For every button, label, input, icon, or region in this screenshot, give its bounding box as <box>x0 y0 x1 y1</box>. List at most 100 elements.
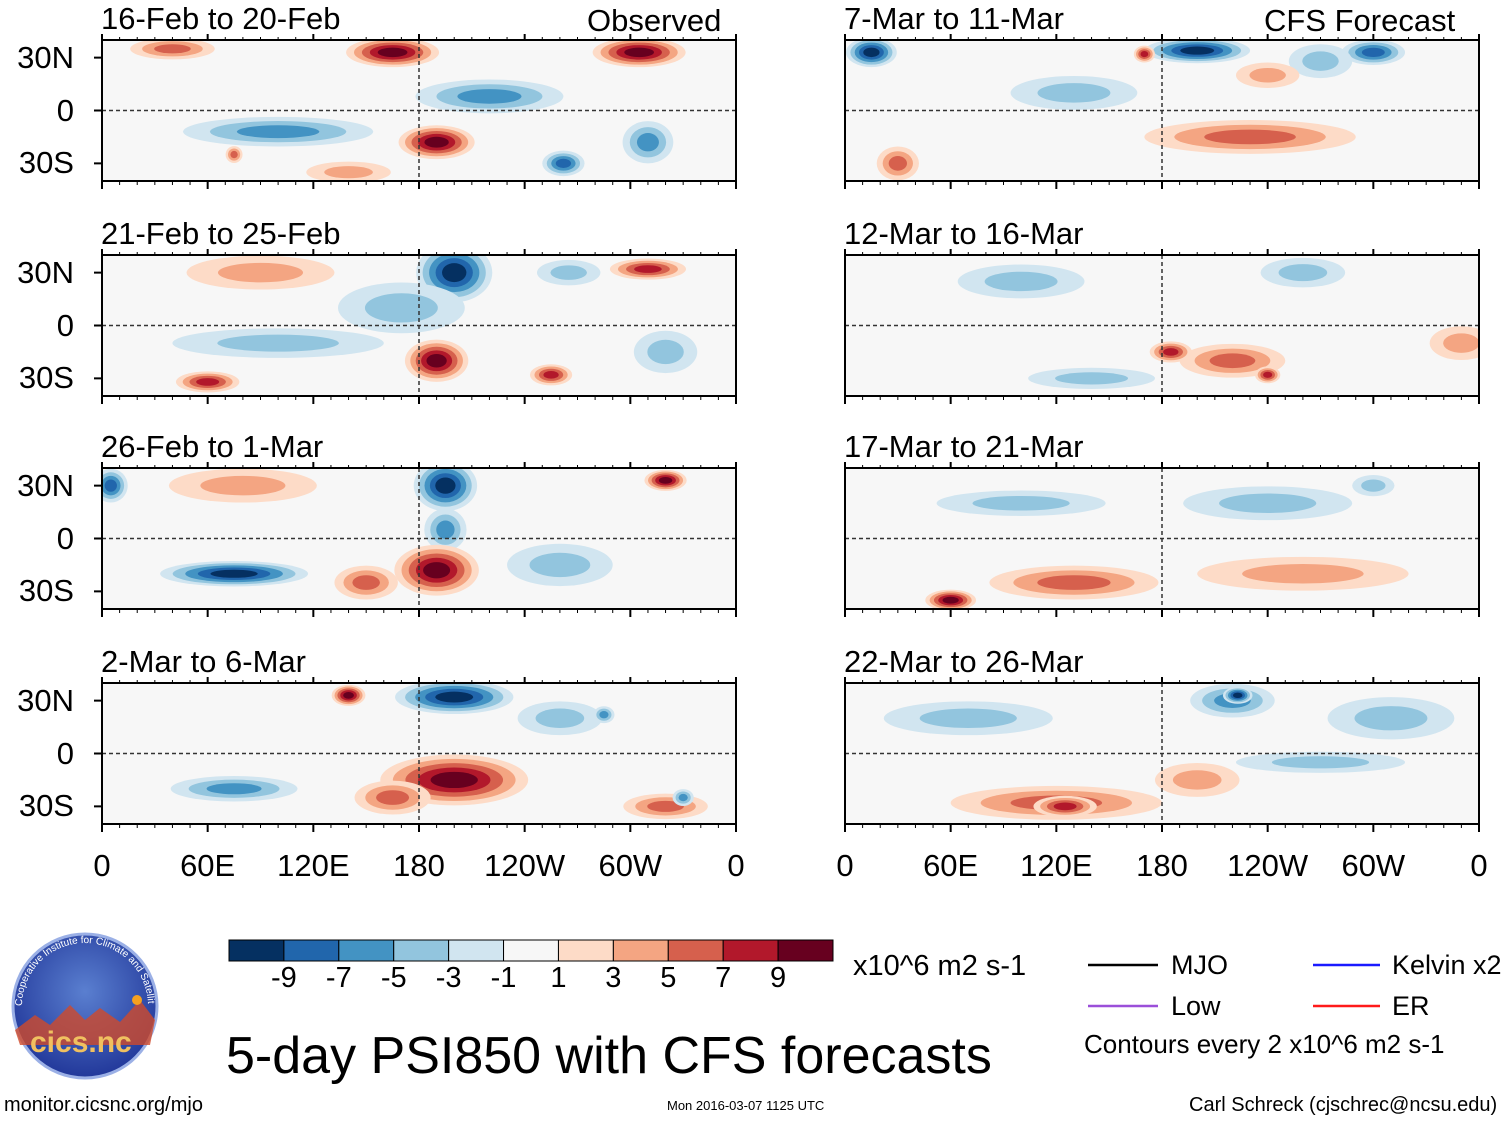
lon-label: 60W <box>1341 848 1406 883</box>
lon-label: 60E <box>923 848 979 883</box>
anomaly-contour <box>888 156 907 171</box>
colorbar-label: -3 <box>435 962 462 994</box>
anomaly-contour <box>423 562 451 579</box>
panel-title: 16-Feb to 20-Feb <box>101 1 341 36</box>
lat-label: 30S <box>18 360 74 396</box>
legend-contours: Contours every 2 x10^6 m2 s-1 <box>1084 1029 1445 1059</box>
map-panel <box>94 249 737 404</box>
lat-label: 30S <box>18 788 74 824</box>
lat-label: 30N <box>17 682 74 718</box>
anomaly-contour <box>1361 479 1386 492</box>
anomaly-contour <box>1037 83 1111 103</box>
anomaly-contour <box>658 476 673 484</box>
panel-title: 2-Mar to 6-Mar <box>101 644 306 679</box>
anomaly-contour <box>1053 802 1077 811</box>
logo-text: cics.nc <box>30 1026 132 1059</box>
anomaly-contour <box>550 265 587 280</box>
lat-label: 0 <box>56 735 74 771</box>
colorbar-label: 3 <box>605 962 622 994</box>
anomaly-contour <box>377 47 408 58</box>
lon-label: 180 <box>393 848 445 883</box>
lat-label: 30S <box>18 573 74 609</box>
anomaly-contour <box>430 771 478 789</box>
footer-url[interactable]: monitor.cicsnc.org/mjo <box>4 1094 203 1116</box>
map-panel <box>844 34 1480 189</box>
lat-label: 0 <box>56 520 74 556</box>
anomaly-contour <box>624 47 655 58</box>
anomaly-contour <box>324 166 373 179</box>
anomaly-contour <box>1204 129 1296 145</box>
anomaly-contour <box>217 334 339 352</box>
anomaly-contour <box>1271 756 1370 769</box>
anomaly-contour <box>200 475 286 496</box>
anomaly-contour <box>647 339 684 365</box>
anomaly-contour <box>972 495 1070 511</box>
svg-text:Cooperative Institute for Clim: Cooperative Institute for Climate and Sa… <box>0 0 156 1006</box>
anomaly-contour <box>206 783 262 795</box>
map-panel <box>94 462 737 617</box>
anomaly-contour <box>436 520 455 539</box>
map-panel <box>94 677 737 832</box>
legend-kelvin: Kelvin x2 <box>1392 950 1502 980</box>
anomaly-contour <box>543 371 559 379</box>
colorbar-label: 1 <box>550 962 567 994</box>
anomaly-contour <box>196 378 220 386</box>
anomaly-contour <box>919 708 1017 728</box>
anomaly-contour <box>636 133 659 152</box>
anomaly-contour <box>104 479 117 492</box>
anomaly-contour <box>442 263 467 283</box>
lon-label: 120E <box>1020 848 1093 883</box>
panel-title: 7-Mar to 11-Mar <box>844 1 1064 36</box>
anomaly-contour <box>230 150 238 159</box>
anomaly-contour <box>435 477 456 494</box>
anomaly-contour <box>1443 333 1479 353</box>
anomaly-contour <box>435 691 474 703</box>
map-panel <box>844 249 1480 404</box>
legend-er: ER <box>1392 991 1430 1021</box>
anomaly-contour <box>678 793 688 802</box>
anomaly-contour <box>1242 564 1364 584</box>
panel-title: 12-Mar to 16-Mar <box>844 216 1084 251</box>
lon-label: 120E <box>277 848 350 883</box>
anomaly-contour <box>1140 51 1149 58</box>
anomaly-contour <box>1037 575 1111 590</box>
anomaly-contour <box>352 575 380 590</box>
anomaly-contour <box>1263 371 1273 378</box>
map-panel <box>844 677 1480 832</box>
colorbar-units: x10^6 m2 s-1 <box>853 950 1027 982</box>
forecast-label: CFS Forecast <box>1264 3 1456 38</box>
anomaly-contour <box>984 271 1058 292</box>
colorbar-label: -1 <box>490 962 517 994</box>
lon-label: 180 <box>1136 848 1188 883</box>
anomaly-contour <box>863 47 880 58</box>
colorbar-label: -7 <box>325 962 352 994</box>
main-title: 5-day PSI850 with CFS forecasts <box>226 1027 992 1085</box>
anomaly-contour <box>599 711 609 719</box>
anomaly-contour <box>1219 493 1317 513</box>
anomaly-contour <box>942 596 959 604</box>
anomaly-contour <box>1354 706 1428 731</box>
lon-label: 120W <box>1227 848 1309 883</box>
anomaly-contour <box>535 708 585 728</box>
lon-label: 0 <box>727 848 745 883</box>
anomaly-contour <box>647 800 684 812</box>
map-panel <box>94 34 737 189</box>
anomaly-contour <box>1055 372 1129 385</box>
anomaly-contour <box>457 89 522 104</box>
anomaly-contour <box>1278 264 1328 282</box>
anomaly-contour <box>376 790 410 805</box>
lon-label: 60E <box>180 848 236 883</box>
anomaly-contour <box>1172 770 1222 790</box>
panel-title: 17-Mar to 21-Mar <box>844 429 1084 464</box>
anomaly-contour <box>555 158 572 168</box>
anomaly-contour <box>1180 46 1215 55</box>
lon-label: 0 <box>1470 848 1488 883</box>
observed-label: Observed <box>587 3 722 38</box>
anomaly-contour <box>426 353 447 368</box>
anomaly-contour <box>343 691 354 699</box>
